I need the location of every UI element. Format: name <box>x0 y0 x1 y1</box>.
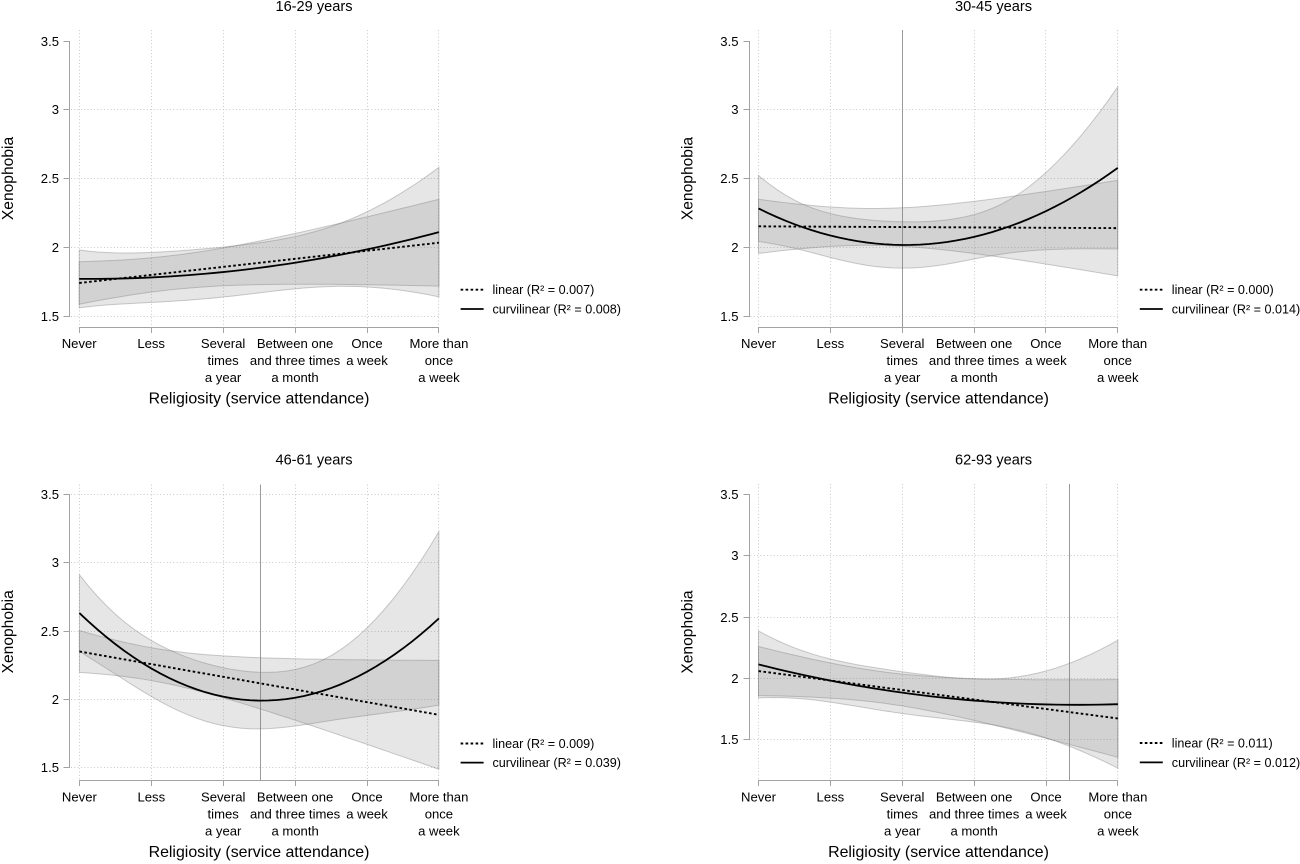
svg-text:Several: Several <box>201 336 245 351</box>
svg-text:a week: a week <box>1097 824 1139 839</box>
svg-text:3: 3 <box>52 555 59 570</box>
svg-text:Religiosity (service attendanc: Religiosity (service attendance) <box>828 844 1049 861</box>
svg-text:1.5: 1.5 <box>41 309 59 324</box>
svg-text:More than: More than <box>409 336 468 351</box>
svg-text:once: once <box>425 353 453 368</box>
svg-text:3.5: 3.5 <box>720 34 738 49</box>
svg-text:Less: Less <box>137 336 165 351</box>
svg-text:linear (R² = 0.000): linear (R² = 0.000) <box>1172 283 1274 297</box>
svg-text:Never: Never <box>741 789 777 804</box>
svg-text:a month: a month <box>950 370 997 385</box>
svg-text:curvilinear (R² = 0.012): curvilinear (R² = 0.012) <box>1172 756 1300 770</box>
svg-text:curvilinear (R² = 0.008): curvilinear (R² = 0.008) <box>493 303 621 317</box>
svg-text:2.5: 2.5 <box>720 171 738 186</box>
svg-text:Religiosity (service attendanc: Religiosity (service attendance) <box>149 844 370 861</box>
svg-text:once: once <box>1104 353 1132 368</box>
svg-text:linear (R² = 0.007): linear (R² = 0.007) <box>493 283 595 297</box>
svg-text:a year: a year <box>884 824 921 839</box>
svg-text:a week: a week <box>1097 370 1139 385</box>
svg-text:2: 2 <box>731 671 738 686</box>
svg-text:1.5: 1.5 <box>720 732 738 747</box>
svg-text:Xenophobia: Xenophobia <box>680 590 697 674</box>
svg-text:a week: a week <box>418 824 460 839</box>
svg-text:and three times: and three times <box>250 806 341 821</box>
svg-text:a week: a week <box>418 370 460 385</box>
svg-text:2: 2 <box>52 692 59 707</box>
svg-text:and three times: and three times <box>929 353 1020 368</box>
svg-text:curvilinear (R² = 0.039): curvilinear (R² = 0.039) <box>493 756 621 770</box>
svg-text:Religiosity (service attendanc: Religiosity (service attendance) <box>149 391 370 408</box>
svg-text:2: 2 <box>52 240 59 255</box>
svg-text:2: 2 <box>731 240 738 255</box>
svg-text:16-29 years: 16-29 years <box>275 0 352 15</box>
svg-text:Several: Several <box>880 336 924 351</box>
svg-text:More than: More than <box>1088 789 1147 804</box>
svg-text:Never: Never <box>62 789 98 804</box>
svg-text:Once: Once <box>1030 789 1061 804</box>
svg-text:a week: a week <box>346 353 388 368</box>
svg-text:1.5: 1.5 <box>41 760 59 775</box>
svg-text:Between one: Between one <box>257 789 333 804</box>
svg-text:once: once <box>1104 806 1132 821</box>
svg-text:Less: Less <box>817 336 845 351</box>
svg-text:3.5: 3.5 <box>720 487 738 502</box>
svg-text:a week: a week <box>1025 353 1067 368</box>
svg-text:Between one: Between one <box>257 336 333 351</box>
svg-text:3.5: 3.5 <box>41 34 59 49</box>
svg-text:3: 3 <box>731 548 738 563</box>
svg-text:Less: Less <box>137 789 165 804</box>
svg-text:30-45 years: 30-45 years <box>955 0 1032 15</box>
svg-text:2.5: 2.5 <box>720 610 738 625</box>
svg-text:and three times: and three times <box>250 353 341 368</box>
svg-text:Never: Never <box>741 336 777 351</box>
svg-text:once: once <box>425 806 453 821</box>
svg-text:a month: a month <box>271 824 318 839</box>
svg-text:3.5: 3.5 <box>41 487 59 502</box>
svg-text:a week: a week <box>346 806 388 821</box>
svg-text:Xenophobia: Xenophobia <box>0 590 17 674</box>
svg-text:and three times: and three times <box>929 806 1020 821</box>
svg-text:Xenophobia: Xenophobia <box>0 137 17 221</box>
svg-text:times: times <box>207 353 239 368</box>
svg-text:2.5: 2.5 <box>41 171 59 186</box>
svg-text:Xenophobia: Xenophobia <box>680 137 697 221</box>
svg-text:linear (R² = 0.011): linear (R² = 0.011) <box>1172 737 1273 751</box>
svg-text:More than: More than <box>1088 336 1147 351</box>
svg-text:Several: Several <box>880 789 924 804</box>
svg-text:Once: Once <box>351 336 382 351</box>
svg-text:Religiosity (service attendanc: Religiosity (service attendance) <box>828 391 1049 408</box>
svg-text:2.5: 2.5 <box>41 624 59 639</box>
svg-text:More than: More than <box>409 789 468 804</box>
svg-text:Once: Once <box>351 789 382 804</box>
svg-text:Never: Never <box>62 336 98 351</box>
svg-text:a month: a month <box>271 370 318 385</box>
svg-text:times: times <box>208 806 240 821</box>
svg-text:a year: a year <box>205 824 242 839</box>
svg-text:a year: a year <box>205 370 242 385</box>
svg-text:curvilinear (R² = 0.014): curvilinear (R² = 0.014) <box>1172 303 1300 317</box>
svg-text:Once: Once <box>1030 336 1061 351</box>
svg-text:a week: a week <box>1025 806 1067 821</box>
svg-text:a year: a year <box>884 370 921 385</box>
svg-text:3: 3 <box>52 102 59 117</box>
svg-text:a month: a month <box>950 824 997 839</box>
svg-text:Less: Less <box>817 789 845 804</box>
svg-text:3: 3 <box>731 102 738 117</box>
svg-text:1.5: 1.5 <box>720 309 738 324</box>
svg-text:linear (R² = 0.009): linear (R² = 0.009) <box>493 737 595 751</box>
svg-text:times: times <box>887 806 919 821</box>
svg-text:Between one: Between one <box>936 336 1012 351</box>
svg-text:62-93 years: 62-93 years <box>955 452 1032 468</box>
svg-text:Several: Several <box>201 789 245 804</box>
svg-text:46-61 years: 46-61 years <box>275 452 352 468</box>
svg-text:times: times <box>887 353 919 368</box>
svg-text:Between one: Between one <box>936 789 1012 804</box>
